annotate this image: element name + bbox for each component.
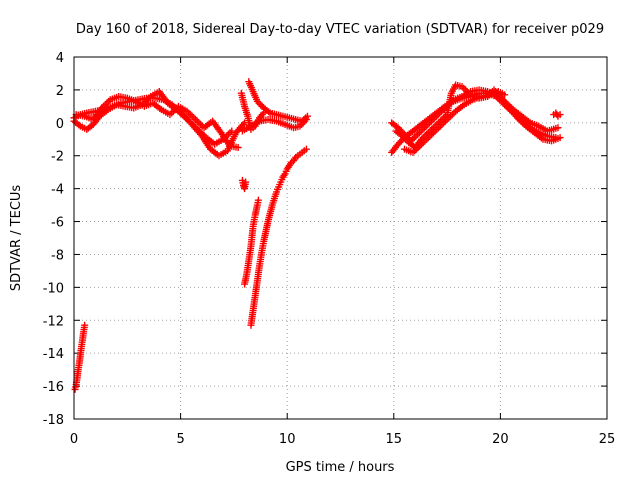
x-tick-label: 10 (279, 432, 296, 447)
y-tick-label: -4 (51, 183, 64, 198)
chart-title: Day 160 of 2018, Sidereal Day-to-day VTE… (76, 22, 604, 37)
data-point (302, 145, 310, 153)
y-tick-label: -18 (43, 413, 64, 428)
data-point (103, 99, 111, 107)
data-point (291, 155, 299, 163)
data-point (501, 91, 509, 99)
data-point (410, 134, 418, 142)
data-point (428, 130, 436, 138)
data-marks (70, 78, 564, 393)
x-tick-label: 15 (386, 432, 403, 447)
series-arc-midday-low (237, 89, 268, 133)
data-point (429, 129, 437, 137)
data-point (440, 119, 448, 127)
y-tick-labels: -18 -16 -14 -12 -10 -8 -6 -4 -2 0 2 4 (43, 51, 64, 428)
series-arc-recovery-side (241, 196, 262, 288)
data-point (431, 127, 439, 135)
x-tick-label: 5 (176, 432, 184, 447)
data-point (443, 116, 451, 124)
data-point (441, 117, 449, 125)
data-point (81, 321, 89, 329)
data-point (412, 132, 420, 140)
y-axis-label: SDTVAR / TECUs (9, 185, 24, 292)
series-arc-midday-dip (238, 116, 310, 135)
grid (74, 57, 607, 419)
series-arc-late (550, 109, 564, 120)
data-point (234, 144, 242, 151)
y-tick-label: -16 (43, 380, 64, 395)
axis-ticks (73, 56, 608, 420)
data-point (436, 122, 444, 130)
x-tick-labels: 0 5 10 15 20 25 (70, 432, 615, 447)
y-tick-label: -8 (51, 248, 64, 263)
data-point (433, 125, 441, 133)
x-tick-label: 0 (70, 432, 78, 447)
series-arc-morning-2 (70, 88, 249, 160)
x-tick-label: 25 (599, 432, 616, 447)
data-point (445, 114, 453, 122)
data-point (435, 124, 443, 132)
plot-frame (73, 56, 608, 420)
y-tick-label: 0 (56, 117, 64, 132)
y-tick-label: -6 (51, 216, 64, 231)
y-tick-label: -14 (43, 347, 64, 362)
data-point (438, 120, 446, 128)
data-point (260, 109, 268, 117)
data-point (257, 101, 265, 109)
series-arc-midday-spike (245, 78, 311, 125)
data-point (75, 121, 83, 129)
data-point (242, 178, 250, 186)
series-arc-evening-4 (400, 88, 509, 156)
series-arc-evening-3 (392, 81, 564, 151)
y-tick-label: 2 (56, 84, 64, 99)
y-tick-label: 4 (56, 51, 64, 66)
y-tick-label: -2 (51, 150, 64, 165)
series-arc-early-rise (71, 321, 89, 393)
series-arc-morning-3 (72, 92, 242, 151)
data-point (556, 111, 564, 119)
data-point (423, 135, 431, 143)
y-tick-label: -10 (43, 281, 64, 296)
data-point (302, 116, 310, 124)
series-arc-recovery-main (247, 145, 310, 329)
data-point (254, 196, 262, 204)
data-point (556, 134, 564, 142)
x-tick-label: 20 (492, 432, 509, 447)
data-point (554, 124, 562, 132)
data-point (303, 112, 311, 120)
data-point (424, 134, 432, 142)
data-point (426, 132, 434, 140)
x-axis-label: GPS time / hours (286, 460, 395, 475)
data-point (265, 108, 273, 116)
data-point (421, 137, 429, 145)
series-arc-recovery-dots (238, 176, 250, 193)
y-tick-label: -12 (43, 314, 64, 329)
